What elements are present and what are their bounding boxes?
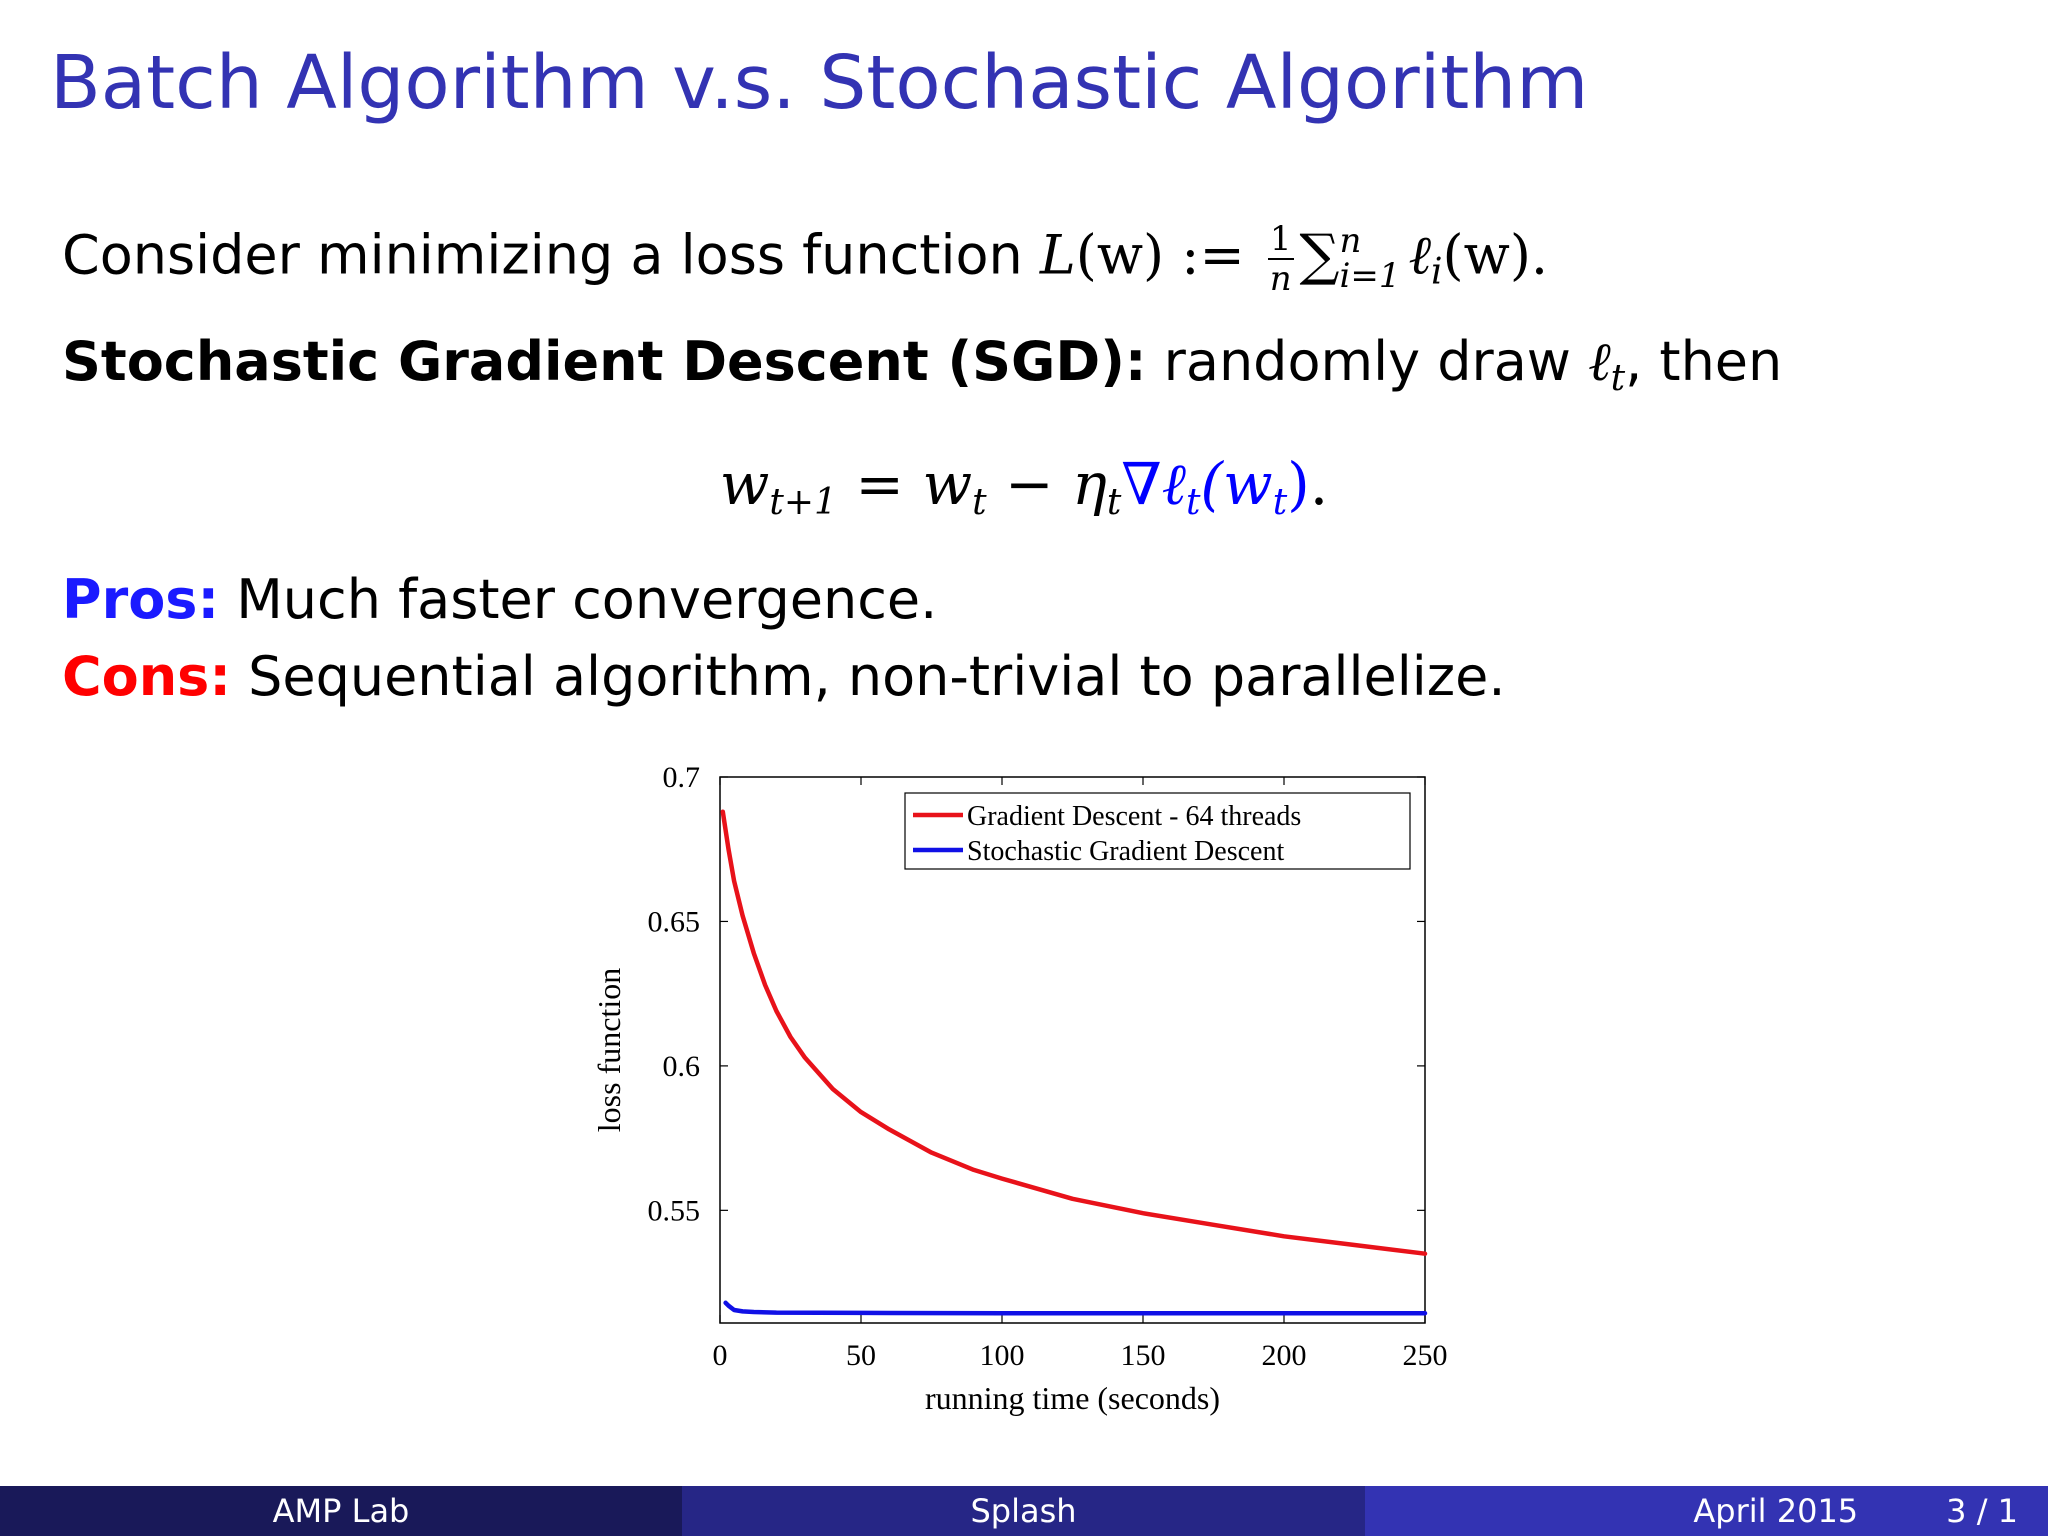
eq-eta-sub: t	[1106, 482, 1122, 523]
series-line-gradient-descent	[720, 809, 1428, 1256]
eq-arg-open: (w	[1200, 450, 1273, 518]
fraction-numerator: 1	[1267, 219, 1294, 260]
loss-lhs-L: L	[1039, 223, 1076, 287]
loss-term-ell: ℓ	[1408, 223, 1432, 287]
footer-institution: AMP Lab	[0, 1486, 682, 1536]
cons-label: Cons:	[62, 645, 231, 708]
y-tick-label: 0.55	[648, 1194, 701, 1227]
loss-lhs-rest: (w) :=	[1075, 223, 1245, 287]
loss-term-sub: i	[1431, 251, 1443, 293]
x-tick-label: 150	[1121, 1339, 1166, 1372]
footer-date-page: April 2015 3 / 1	[1365, 1486, 2048, 1536]
sum-upper: n	[1339, 220, 1362, 261]
eq-arg-sub: t	[1272, 482, 1288, 523]
footer-date: April 2015	[1693, 1492, 1859, 1530]
loss-intro-text: Consider minimizing a loss function	[62, 223, 1040, 287]
sum-limits: n i=1	[1339, 220, 1401, 297]
footer-bar: AMP Lab Splash April 2015 3 / 1	[0, 1486, 2048, 1536]
pros-text: Much faster convergence.	[219, 568, 938, 631]
eq-arg-close: )	[1287, 450, 1310, 518]
sgd-text-b: , then	[1625, 330, 1783, 393]
y-tick-label: 0.7	[663, 761, 701, 794]
fraction-denominator: n	[1269, 259, 1292, 299]
y-tick-label: 0.6	[663, 1050, 701, 1083]
eq-w2-sub: t	[972, 482, 987, 523]
loss-vs-time-chart: 0 50 100 150 200 250 0.55 0.6 0.65 0.7 running tim…	[591, 761, 1448, 1416]
legend-label: Stochastic Gradient Descent	[967, 836, 1284, 867]
sgd-label: Stochastic Gradient Descent (SGD):	[62, 330, 1147, 393]
loss-definition-line: Consider minimizing a loss function L(w)…	[62, 222, 1548, 296]
sgd-update-equation: wt+1 = wt − ηt∇ℓt(wt).	[0, 450, 2048, 523]
x-tick-label: 50	[846, 1339, 876, 1372]
y-tick-label: 0.65	[648, 905, 701, 938]
eq-eta: η	[1072, 450, 1107, 518]
x-tick-label: 100	[980, 1339, 1025, 1372]
series-line-sgd	[723, 1300, 1428, 1316]
eq-w: w	[719, 450, 770, 518]
y-axis-label: loss function	[591, 968, 627, 1132]
sgd-ell-sub: t	[1610, 358, 1626, 399]
eq-period: .	[1309, 450, 1329, 518]
cons-text: Sequential algorithm, non-trivial to par…	[230, 645, 1506, 708]
sgd-ell: ℓ	[1588, 330, 1611, 393]
sum-symbol: ∑	[1299, 222, 1340, 288]
plot-frame	[719, 776, 1426, 1324]
x-tick-label: 0	[713, 1339, 728, 1372]
loss-term-arg: (w).	[1442, 223, 1549, 287]
eq-equals: =	[836, 450, 923, 518]
eq-w2: w	[922, 450, 973, 518]
legend-label: Gradient Descent - 64 threads	[967, 801, 1301, 832]
legend-box	[904, 792, 1411, 870]
eq-gradient-sub: t	[1185, 482, 1201, 523]
x-tick-label: 200	[1262, 1339, 1307, 1372]
footer-page-number: 3 / 1	[1946, 1492, 2018, 1530]
cons-line: Cons: Sequential algorithm, non-trivial …	[62, 645, 1506, 708]
sgd-line: Stochastic Gradient Descent (SGD): rando…	[62, 330, 1782, 399]
x-tick-label: 250	[1403, 1339, 1448, 1372]
pros-label: Pros:	[62, 568, 220, 631]
eq-gradient: ∇ℓ	[1121, 450, 1186, 518]
footer-talk-title: Splash	[682, 1486, 1365, 1536]
sum-lower: i=1	[1339, 256, 1401, 297]
x-axis-label: running time (seconds)	[925, 1380, 1220, 1416]
pros-line: Pros: Much faster convergence.	[62, 568, 937, 631]
eq-w-sub: t+1	[769, 482, 837, 523]
eq-minus: −	[986, 450, 1073, 518]
summation: ∑ n i=1	[1300, 223, 1401, 295]
sgd-text-a: randomly draw	[1146, 330, 1589, 393]
slide-title: Batch Algorithm v.s. Stochastic Algorith…	[50, 40, 1589, 126]
